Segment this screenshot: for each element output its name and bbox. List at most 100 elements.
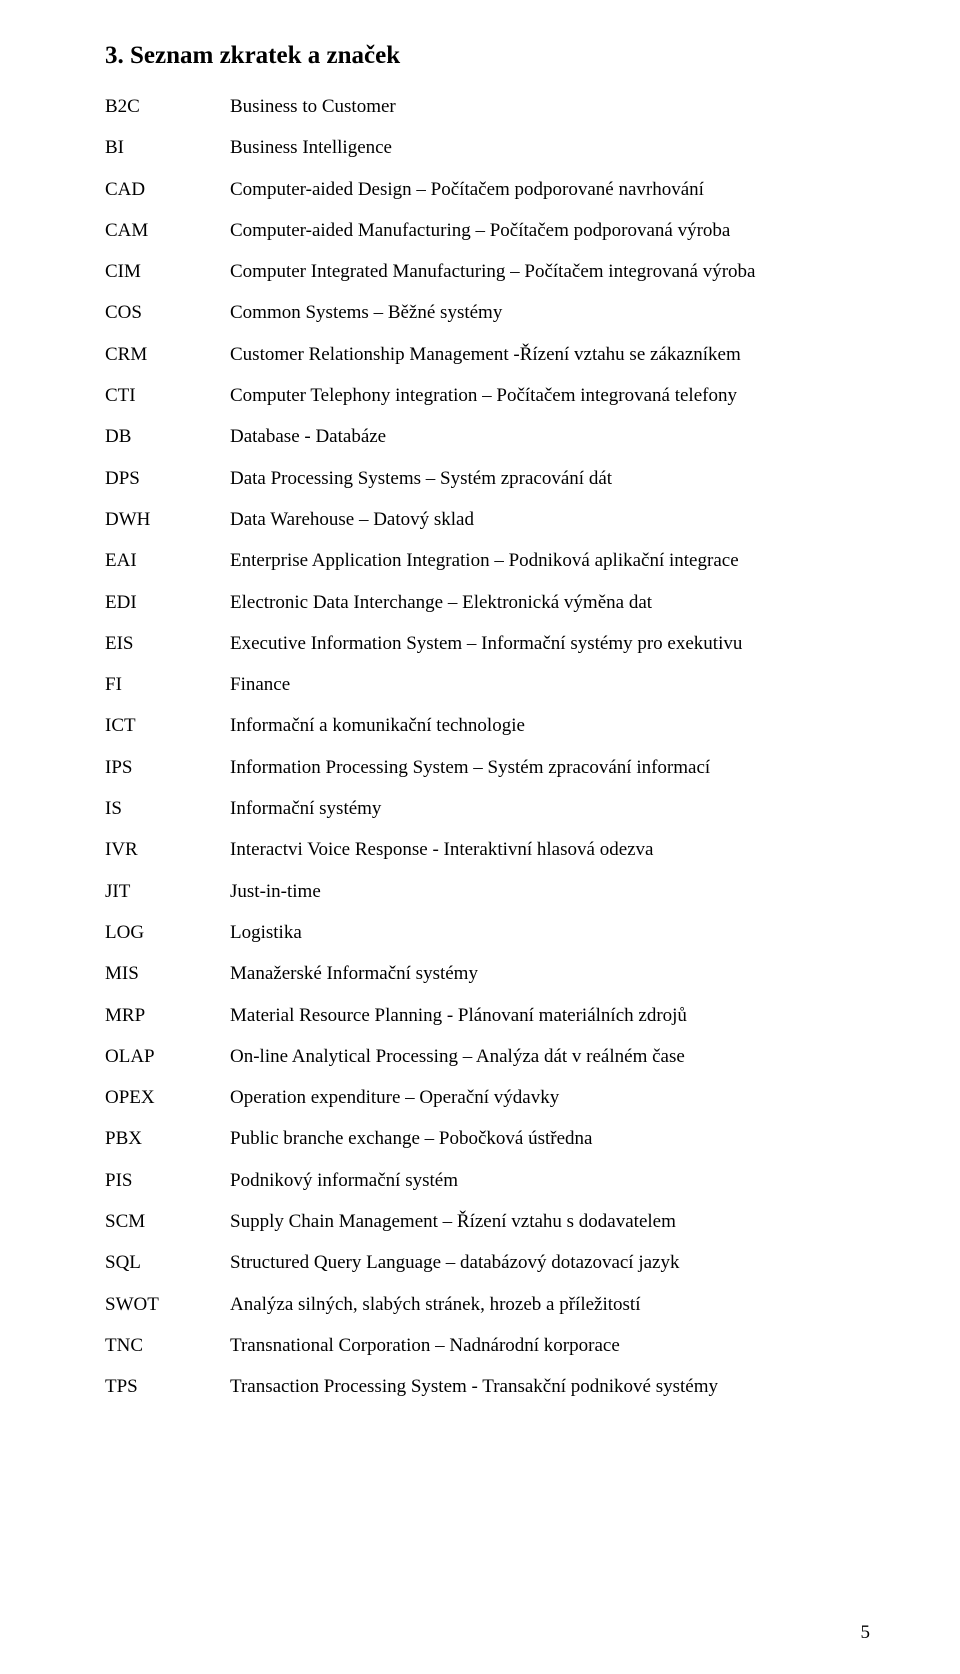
abbrev-row: OPEXOperation expenditure – Operační výd… — [105, 1087, 880, 1110]
abbrev-row: BIBusiness Intelligence — [105, 137, 880, 160]
abbrev-row: DPSData Processing Systems – Systém zpra… — [105, 468, 880, 491]
abbrev-definition: Computer-aided Design – Počítačem podpor… — [230, 179, 880, 202]
abbrev-definition: Business to Customer — [230, 96, 880, 119]
abbrev-row: EISExecutive Information System – Inform… — [105, 633, 880, 656]
abbrev-row: CTIComputer Telephony integration – Počí… — [105, 385, 880, 408]
abbrev-code: B2C — [105, 96, 230, 119]
abbrev-row: CADComputer-aided Design – Počítačem pod… — [105, 179, 880, 202]
abbrev-row: ICTInformační a komunikační technologie — [105, 715, 880, 738]
abbrev-row: IVRInteractvi Voice Response - Interakti… — [105, 839, 880, 862]
abbrev-definition: Public branche exchange – Pobočková ústř… — [230, 1128, 880, 1151]
abbrev-code: CAM — [105, 220, 230, 243]
abbrev-code: CIM — [105, 261, 230, 284]
abbrev-code: ICT — [105, 715, 230, 738]
abbrev-definition: Supply Chain Management – Řízení vztahu … — [230, 1211, 880, 1234]
abbrev-code: IS — [105, 798, 230, 821]
abbrev-code: EIS — [105, 633, 230, 656]
abbrev-definition: Electronic Data Interchange – Elektronic… — [230, 592, 880, 615]
abbrev-row: MISManažerské Informační systémy — [105, 963, 880, 986]
abbrev-code: OPEX — [105, 1087, 230, 1110]
abbrev-code: SWOT — [105, 1294, 230, 1317]
abbrev-row: SQLStructured Query Language – databázov… — [105, 1252, 880, 1275]
abbrev-definition: Database - Databáze — [230, 426, 880, 449]
abbrev-code: CAD — [105, 179, 230, 202]
abbrev-code: EAI — [105, 550, 230, 573]
abbrev-definition: Informační systémy — [230, 798, 880, 821]
abbrev-definition: Customer Relationship Management -Řízení… — [230, 344, 880, 367]
abbrev-definition: Interactvi Voice Response - Interaktivní… — [230, 839, 880, 862]
abbrev-code: DB — [105, 426, 230, 449]
abbrev-definition: Computer-aided Manufacturing – Počítačem… — [230, 220, 880, 243]
abbrev-definition: Computer Integrated Manufacturing – Počí… — [230, 261, 880, 284]
page-number: 5 — [861, 1622, 871, 1644]
abbrev-definition: Data Processing Systems – Systém zpracov… — [230, 468, 880, 491]
abbrev-row: PISPodnikový informační systém — [105, 1170, 880, 1193]
abbrev-row: DBDatabase - Databáze — [105, 426, 880, 449]
abbrev-row: CIMComputer Integrated Manufacturing – P… — [105, 261, 880, 284]
abbrev-code: EDI — [105, 592, 230, 615]
abbreviations-list: B2CBusiness to CustomerBIBusiness Intell… — [105, 96, 880, 1399]
abbrev-code: CRM — [105, 344, 230, 367]
abbrev-definition: Executive Information System – Informačn… — [230, 633, 880, 656]
abbrev-definition: Informační a komunikační technologie — [230, 715, 880, 738]
abbrev-code: MIS — [105, 963, 230, 986]
abbrev-row: COSCommon Systems – Běžné systémy — [105, 302, 880, 325]
abbrev-definition: Common Systems – Běžné systémy — [230, 302, 880, 325]
abbrev-row: ISInformační systémy — [105, 798, 880, 821]
abbrev-definition: Analýza silných, slabých stránek, hrozeb… — [230, 1294, 880, 1317]
abbrev-code: DPS — [105, 468, 230, 491]
abbrev-definition: Podnikový informační systém — [230, 1170, 880, 1193]
abbrev-row: TPSTransaction Processing System - Trans… — [105, 1376, 880, 1399]
abbrev-code: OLAP — [105, 1046, 230, 1069]
abbrev-row: SCMSupply Chain Management – Řízení vzta… — [105, 1211, 880, 1234]
abbrev-code: SQL — [105, 1252, 230, 1275]
abbrev-row: DWHData Warehouse – Datový sklad — [105, 509, 880, 532]
abbrev-definition: Logistika — [230, 922, 880, 945]
abbrev-row: FIFinance — [105, 674, 880, 697]
abbrev-definition: Operation expenditure – Operační výdavky — [230, 1087, 880, 1110]
abbrev-row: LOGLogistika — [105, 922, 880, 945]
abbrev-row: EAIEnterprise Application Integration – … — [105, 550, 880, 573]
abbrev-code: SCM — [105, 1211, 230, 1234]
abbrev-definition: Data Warehouse – Datový sklad — [230, 509, 880, 532]
abbrev-row: EDIElectronic Data Interchange – Elektro… — [105, 592, 880, 615]
abbrev-definition: Finance — [230, 674, 880, 697]
abbrev-code: FI — [105, 674, 230, 697]
abbrev-row: CRMCustomer Relationship Management -Říz… — [105, 344, 880, 367]
abbrev-code: MRP — [105, 1005, 230, 1028]
abbrev-definition: On-line Analytical Processing – Analýza … — [230, 1046, 880, 1069]
abbrev-definition: Business Intelligence — [230, 137, 880, 160]
abbrev-code: JIT — [105, 881, 230, 904]
abbrev-definition: Computer Telephony integration – Počítač… — [230, 385, 880, 408]
abbrev-definition: Just-in-time — [230, 881, 880, 904]
abbrev-row: IPSInformation Processing System – Systé… — [105, 757, 880, 780]
abbrev-code: DWH — [105, 509, 230, 532]
abbrev-code: IVR — [105, 839, 230, 862]
abbrev-code: PIS — [105, 1170, 230, 1193]
abbrev-definition: Material Resource Planning - Plánovaní m… — [230, 1005, 880, 1028]
abbrev-row: PBXPublic branche exchange – Pobočková ú… — [105, 1128, 880, 1151]
abbrev-definition: Enterprise Application Integration – Pod… — [230, 550, 880, 573]
section-heading: 3. Seznam zkratek a značek — [105, 42, 880, 70]
abbrev-row: TNCTransnational Corporation – Nadnárodn… — [105, 1335, 880, 1358]
abbrev-row: SWOTAnalýza silných, slabých stránek, hr… — [105, 1294, 880, 1317]
abbrev-definition: Information Processing System – Systém z… — [230, 757, 880, 780]
abbrev-definition: Transnational Corporation – Nadnárodní k… — [230, 1335, 880, 1358]
abbrev-definition: Structured Query Language – databázový d… — [230, 1252, 880, 1275]
abbrev-code: CTI — [105, 385, 230, 408]
abbrev-row: OLAPOn-line Analytical Processing – Anal… — [105, 1046, 880, 1069]
abbrev-row: CAMComputer-aided Manufacturing – Počíta… — [105, 220, 880, 243]
abbrev-code: BI — [105, 137, 230, 160]
abbrev-row: B2CBusiness to Customer — [105, 96, 880, 119]
abbrev-code: LOG — [105, 922, 230, 945]
abbrev-code: IPS — [105, 757, 230, 780]
abbrev-code: TNC — [105, 1335, 230, 1358]
abbrev-code: COS — [105, 302, 230, 325]
abbrev-code: PBX — [105, 1128, 230, 1151]
abbrev-code: TPS — [105, 1376, 230, 1399]
abbrev-definition: Manažerské Informační systémy — [230, 963, 880, 986]
abbrev-definition: Transaction Processing System - Transakč… — [230, 1376, 880, 1399]
abbrev-row: MRPMaterial Resource Planning - Plánovan… — [105, 1005, 880, 1028]
abbrev-row: JITJust-in-time — [105, 881, 880, 904]
document-page: 3. Seznam zkratek a značek B2CBusiness t… — [0, 0, 960, 1674]
